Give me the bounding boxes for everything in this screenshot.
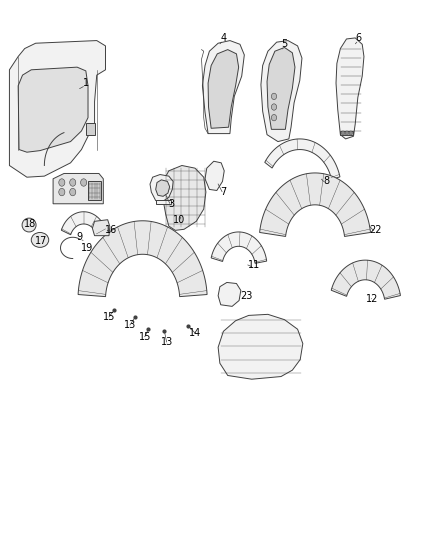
Text: 17: 17 bbox=[35, 236, 47, 246]
Polygon shape bbox=[202, 41, 244, 134]
Text: 8: 8 bbox=[323, 176, 329, 187]
Text: 16: 16 bbox=[105, 225, 117, 236]
Polygon shape bbox=[61, 212, 106, 235]
Polygon shape bbox=[218, 314, 303, 379]
Text: 15: 15 bbox=[138, 332, 151, 342]
Ellipse shape bbox=[31, 232, 49, 247]
Ellipse shape bbox=[22, 218, 36, 232]
Circle shape bbox=[59, 179, 65, 186]
Polygon shape bbox=[150, 174, 173, 201]
Text: 19: 19 bbox=[81, 243, 93, 253]
Circle shape bbox=[349, 131, 353, 135]
Polygon shape bbox=[53, 173, 103, 204]
Circle shape bbox=[81, 179, 87, 186]
Circle shape bbox=[70, 179, 76, 186]
Polygon shape bbox=[267, 47, 295, 130]
Text: 4: 4 bbox=[220, 33, 226, 43]
Text: 7: 7 bbox=[220, 187, 226, 197]
Text: 5: 5 bbox=[281, 39, 288, 49]
Text: 11: 11 bbox=[248, 261, 260, 270]
Circle shape bbox=[59, 188, 65, 196]
Polygon shape bbox=[265, 139, 340, 180]
Text: 22: 22 bbox=[369, 225, 381, 236]
Text: 13: 13 bbox=[160, 337, 173, 347]
Polygon shape bbox=[260, 173, 371, 237]
Circle shape bbox=[341, 131, 345, 135]
Text: 9: 9 bbox=[76, 232, 82, 243]
Polygon shape bbox=[18, 67, 88, 152]
Polygon shape bbox=[78, 221, 207, 297]
Polygon shape bbox=[205, 161, 224, 190]
Circle shape bbox=[272, 104, 277, 110]
Circle shape bbox=[272, 93, 277, 100]
Text: 3: 3 bbox=[168, 199, 174, 209]
Polygon shape bbox=[331, 260, 400, 299]
Polygon shape bbox=[155, 180, 170, 196]
Text: 12: 12 bbox=[366, 294, 378, 304]
Text: 10: 10 bbox=[173, 215, 185, 225]
Circle shape bbox=[70, 188, 76, 196]
Polygon shape bbox=[340, 131, 353, 135]
Text: 23: 23 bbox=[240, 290, 252, 301]
Text: 15: 15 bbox=[103, 312, 115, 322]
Polygon shape bbox=[261, 41, 302, 142]
Circle shape bbox=[272, 115, 277, 121]
Text: 13: 13 bbox=[124, 320, 136, 330]
Polygon shape bbox=[155, 199, 171, 204]
Text: 14: 14 bbox=[189, 328, 201, 338]
Polygon shape bbox=[163, 165, 206, 230]
Polygon shape bbox=[336, 38, 364, 139]
Polygon shape bbox=[10, 41, 106, 177]
Polygon shape bbox=[218, 282, 241, 306]
Polygon shape bbox=[211, 232, 267, 263]
Polygon shape bbox=[86, 123, 95, 135]
Text: 6: 6 bbox=[356, 33, 362, 43]
Polygon shape bbox=[92, 220, 110, 236]
Text: 1: 1 bbox=[83, 78, 89, 88]
Circle shape bbox=[345, 131, 349, 135]
Polygon shape bbox=[208, 50, 239, 128]
Text: 18: 18 bbox=[24, 219, 36, 229]
Polygon shape bbox=[88, 181, 101, 200]
